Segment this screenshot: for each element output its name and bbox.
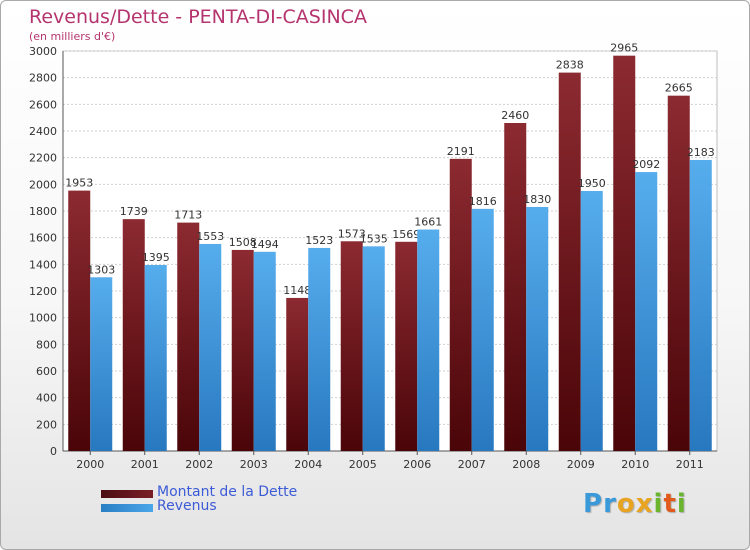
data-label-dette: 1953 (65, 177, 93, 190)
data-label-dette: 1508 (229, 236, 257, 249)
plot-area (62, 50, 718, 452)
y-tick-label: 2000 (29, 178, 57, 191)
x-tick-label: 2004 (294, 458, 322, 471)
x-tick-label: 2001 (131, 458, 159, 471)
data-label-dette: 2665 (665, 82, 693, 95)
data-label-dette: 2838 (556, 59, 584, 72)
bar-revenus (199, 243, 222, 451)
x-tick-label: 2005 (349, 458, 377, 471)
y-tick-label: 200 (36, 418, 57, 431)
data-label-revenus: 1816 (469, 195, 497, 208)
y-tick-label: 0 (50, 445, 57, 458)
bar-revenus (144, 265, 167, 451)
y-tick-label: 3000 (29, 45, 57, 58)
y-tick-label: 1600 (29, 232, 57, 245)
bar-revenus (526, 207, 549, 451)
bar-dette (558, 72, 581, 451)
logo-letter: P (583, 489, 604, 519)
y-tick-label: 2400 (29, 125, 57, 138)
bar-revenus (417, 229, 440, 451)
data-label-revenus: 1535 (360, 232, 388, 245)
y-tick-label: 600 (36, 365, 57, 378)
proxiti-logo: Proxiti (583, 489, 687, 519)
bar-revenus (253, 251, 276, 451)
bar-dette (68, 190, 91, 451)
logo-letter: o (616, 489, 636, 519)
bar-dette (340, 241, 363, 451)
legend-label-dette: Montant de la Dette (157, 484, 298, 500)
data-label-dette: 2965 (610, 42, 638, 55)
bar-dette (231, 249, 254, 451)
y-tick-label: 400 (36, 392, 57, 405)
logo-letter: r (603, 489, 617, 519)
bar-dette (613, 55, 636, 452)
x-tick-label: 2003 (240, 458, 268, 471)
bar-dette (504, 123, 527, 451)
bar-dette (449, 158, 472, 451)
x-tick-label: 2008 (512, 458, 540, 471)
data-label-revenus: 1303 (87, 263, 115, 276)
bar-revenus (308, 247, 331, 451)
legend-label-revenus: Revenus (157, 498, 217, 514)
legend-swatch-revenus (101, 504, 153, 512)
data-label-dette: 1573 (338, 227, 366, 240)
bar-revenus (362, 246, 385, 451)
bar-dette (667, 95, 690, 452)
y-tick-label: 1200 (29, 285, 57, 298)
data-label-revenus: 2092 (632, 158, 660, 171)
logo-letter: x (635, 489, 654, 519)
data-label-revenus: 1553 (196, 230, 224, 243)
data-label-dette: 2191 (447, 145, 475, 158)
data-label-revenus: 2183 (687, 146, 715, 159)
y-tick-label: 800 (36, 338, 57, 351)
bar-revenus (689, 159, 712, 451)
x-tick-label: 2000 (76, 458, 104, 471)
bar-dette (177, 222, 200, 451)
x-tick-label: 2009 (567, 458, 595, 471)
x-tick-label: 2006 (403, 458, 431, 471)
chart-subtitle: (en milliers d'€) (29, 30, 116, 43)
data-label-revenus: 1395 (142, 251, 170, 264)
x-tick-label: 2010 (621, 458, 649, 471)
data-label-revenus: 1661 (414, 216, 442, 229)
x-tick-label: 2002 (185, 458, 213, 471)
y-tick-label: 1000 (29, 312, 57, 325)
logo-letter: i (676, 489, 687, 519)
y-tick-label: 1800 (29, 205, 57, 218)
logo-letter: t (663, 489, 677, 519)
data-label-dette: 1569 (392, 228, 420, 241)
data-label-dette: 1713 (174, 209, 202, 222)
bar-dette (286, 297, 309, 451)
data-label-dette: 1739 (120, 205, 148, 218)
y-tick-label: 1400 (29, 258, 57, 271)
data-label-revenus: 1830 (523, 193, 551, 206)
data-label-dette: 1148 (283, 284, 311, 297)
legend-swatch-dette (101, 490, 153, 498)
y-tick-label: 2200 (29, 152, 57, 165)
bar-dette (122, 219, 145, 451)
x-tick-label: 2007 (458, 458, 486, 471)
data-label-revenus: 1494 (251, 238, 279, 251)
bar-revenus (471, 208, 494, 451)
data-label-revenus: 1523 (305, 234, 333, 247)
data-label-revenus: 1950 (578, 177, 606, 190)
logo-letter: i (653, 489, 664, 519)
x-tick-label: 2011 (676, 458, 704, 471)
bar-dette (395, 241, 418, 451)
y-tick-label: 2800 (29, 72, 57, 85)
bar-revenus (580, 191, 603, 451)
bar-revenus (90, 277, 113, 451)
chart-title: Revenus/Dette - PENTA-DI-CASINCA (29, 6, 367, 28)
y-tick-label: 2600 (29, 98, 57, 111)
data-label-dette: 2460 (501, 109, 529, 122)
bar-revenus (635, 172, 658, 452)
